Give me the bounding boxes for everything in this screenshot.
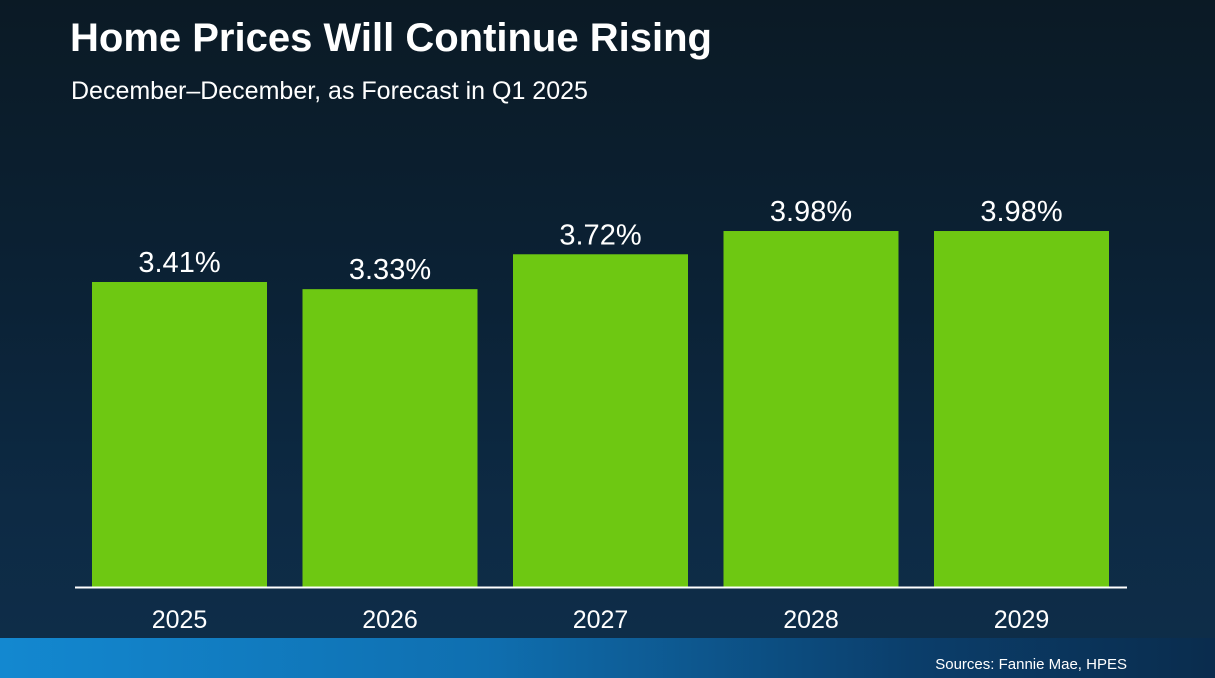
category-label-2029: 2029 (994, 606, 1050, 634)
bar-2028 (723, 231, 899, 588)
value-label-2027: 3.72% (559, 219, 641, 251)
chart-subtitle: December–December, as Forecast in Q1 202… (71, 77, 588, 105)
value-label-2026: 3.33% (349, 254, 431, 286)
category-label-2027: 2027 (573, 606, 629, 634)
category-label-2028: 2028 (783, 606, 839, 634)
value-label-2029: 3.98% (980, 196, 1062, 228)
category-label-2026: 2026 (362, 606, 418, 634)
value-label-2028: 3.98% (770, 196, 852, 228)
value-label-2025: 3.41% (138, 247, 220, 279)
bar-2026 (302, 289, 478, 587)
bar-2025 (92, 282, 267, 587)
bar-2029 (934, 231, 1109, 588)
bar-2027 (513, 254, 688, 588)
source-note: Sources: Fannie Mae, HPES (935, 656, 1127, 673)
footer-band (0, 638, 1215, 678)
category-label-2025: 2025 (152, 606, 208, 634)
chart-title: Home Prices Will Continue Rising (70, 16, 712, 60)
